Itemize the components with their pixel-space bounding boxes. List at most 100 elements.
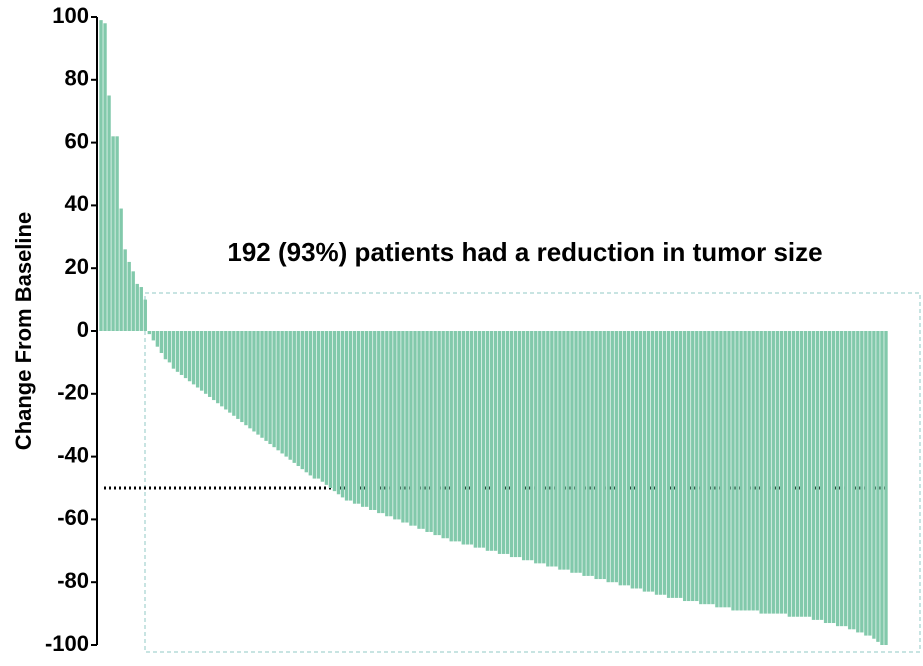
bar: [437, 331, 441, 536]
bar: [385, 331, 389, 517]
bar: [405, 331, 409, 523]
bar: [598, 331, 602, 580]
bar: [803, 331, 808, 617]
bar: [163, 331, 168, 360]
y-tick-label: 40: [65, 191, 89, 216]
bar: [610, 331, 614, 583]
bar: [594, 331, 598, 580]
bar: [674, 331, 679, 598]
y-tick-label: 80: [65, 66, 89, 91]
bar: [103, 23, 107, 332]
y-tick-label: 60: [65, 128, 89, 153]
bar: [324, 331, 329, 485]
bar: [159, 331, 164, 353]
bar: [312, 331, 317, 479]
bar: [344, 331, 349, 501]
bar: [876, 331, 880, 642]
bar: [365, 331, 369, 507]
bar: [224, 331, 228, 410]
bar: [183, 331, 188, 379]
bar: [759, 331, 763, 614]
bar: [767, 331, 771, 614]
y-tick-label: -80: [57, 568, 89, 593]
bar: [791, 331, 796, 617]
bar: [393, 331, 397, 520]
bar: [646, 331, 651, 592]
bar: [232, 331, 236, 416]
bar: [819, 331, 824, 620]
bar: [530, 331, 534, 561]
bar: [256, 331, 260, 435]
bar: [252, 331, 256, 432]
bar: [220, 331, 224, 407]
bar: [872, 331, 876, 639]
bar: [835, 331, 840, 627]
y-tick-label: -20: [57, 380, 89, 405]
bar: [155, 331, 160, 347]
bar: [509, 331, 514, 558]
bar: [622, 331, 627, 586]
bar: [288, 331, 292, 460]
bar: [554, 331, 558, 567]
bar: [175, 331, 180, 372]
bar: [884, 331, 888, 645]
bar: [505, 331, 510, 554]
bar: [566, 331, 570, 570]
bar: [135, 283, 139, 331]
bar: [574, 331, 578, 573]
bar: [401, 331, 405, 523]
bar: [429, 331, 433, 532]
bar: [550, 331, 554, 567]
bar: [449, 331, 453, 542]
bar: [654, 331, 659, 595]
bar: [280, 331, 284, 454]
bar: [308, 331, 313, 476]
bar: [658, 331, 663, 595]
bar: [755, 331, 759, 611]
bar: [336, 331, 341, 495]
bar: [115, 136, 119, 331]
bar: [695, 331, 699, 602]
bar: [208, 331, 212, 397]
bar: [630, 331, 635, 589]
bar: [743, 331, 747, 611]
bar: [119, 208, 123, 331]
bar: [421, 331, 425, 529]
bar: [397, 331, 401, 520]
y-tick-label: 20: [65, 254, 89, 279]
bar: [751, 331, 755, 611]
bar: [542, 331, 546, 564]
bar: [425, 331, 429, 532]
bar: [167, 331, 172, 363]
bar: [534, 331, 538, 564]
bar: [783, 331, 788, 614]
bar: [244, 331, 248, 426]
bar: [352, 331, 357, 504]
bar: [497, 331, 502, 554]
bar: [683, 331, 687, 602]
y-tick-label: 100: [52, 3, 89, 28]
bar: [747, 331, 751, 611]
bar: [787, 331, 792, 617]
bar: [348, 331, 353, 501]
bar: [248, 331, 252, 429]
bar: [485, 331, 490, 551]
bar: [827, 331, 832, 624]
bar: [477, 331, 482, 548]
bar: [171, 331, 176, 369]
bar: [191, 331, 196, 385]
bar: [526, 331, 530, 561]
bar: [340, 331, 345, 498]
bar: [481, 331, 486, 548]
bar: [513, 331, 518, 558]
y-tick-label: -60: [57, 505, 89, 530]
bar: [860, 331, 864, 633]
bar: [775, 331, 779, 614]
bar: [711, 331, 715, 605]
bar: [107, 95, 111, 331]
bar: [538, 331, 542, 564]
bar: [332, 331, 337, 492]
bar: [501, 331, 506, 554]
